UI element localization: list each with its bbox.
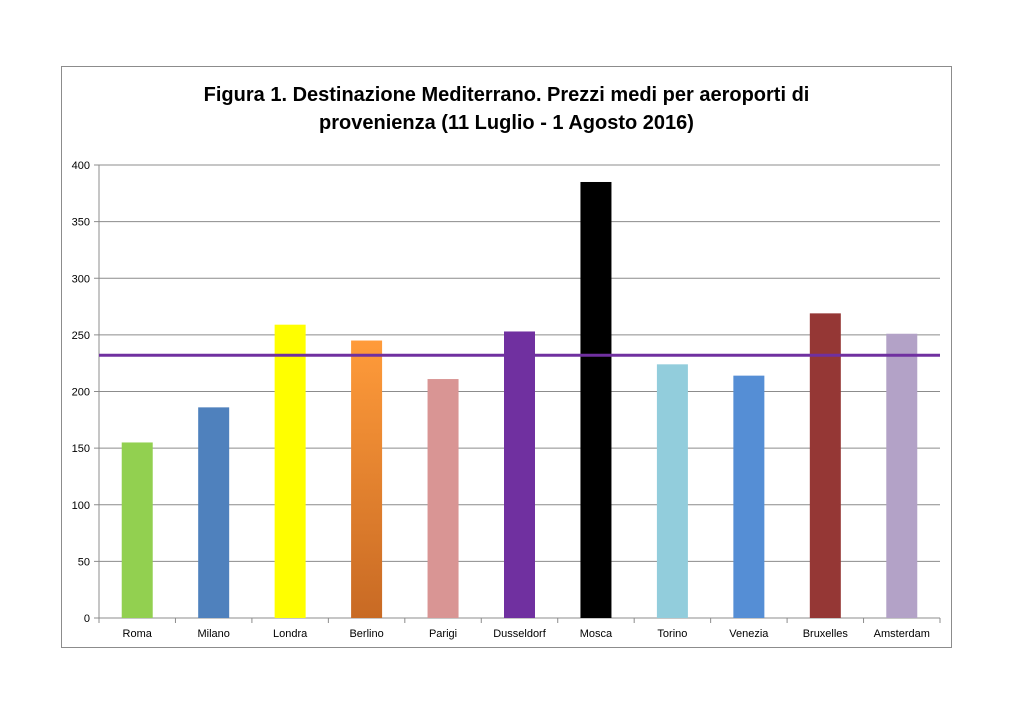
x-tick-label: Torino: [657, 628, 687, 640]
chart-title-line-1: Figura 1. Destinazione Mediterrano. Prez…: [203, 84, 810, 106]
y-tick-label: 200: [72, 387, 90, 399]
tick-labels: 0 50 100 150 200 250 300 350 400 Roma Milano Londra…: [72, 160, 930, 640]
gridlines: [99, 164, 940, 562]
x-tick-label: Venezia: [729, 628, 769, 640]
bar-chart: 0 50 100 150 200 250 300 350 400 Roma Milano Londra…: [72, 160, 941, 640]
x-tick-label: Mosca: [580, 628, 613, 640]
bar-londra: [274, 324, 306, 618]
y-tick-label: 50: [78, 556, 90, 568]
y-tick-label: 250: [72, 330, 90, 342]
bar-bruxelles: [809, 313, 841, 618]
x-tick-label: Berlino: [349, 628, 383, 640]
y-tick-label: 400: [72, 160, 90, 172]
x-tick-label: Dusseldorf: [493, 628, 547, 640]
bar-venezia: [733, 375, 765, 618]
y-tick-label: 150: [72, 443, 90, 455]
bar-milano: [198, 407, 230, 618]
y-tick-label: 300: [72, 273, 90, 285]
bar-berlino: [351, 340, 383, 618]
y-tick-label: 100: [72, 500, 90, 512]
chart-title-line-2: provenienza (11 Luglio - 1 Agosto 2016): [319, 112, 694, 134]
bars: [121, 181, 918, 619]
x-tick-label: Milano: [197, 628, 229, 640]
bar-amsterdam: [886, 333, 918, 618]
y-tick-label: 0: [84, 613, 90, 625]
x-tick-label: Amsterdam: [874, 628, 930, 640]
bar-mosca: [580, 181, 612, 619]
x-tick-label: Bruxelles: [803, 628, 849, 640]
bar-torino: [656, 364, 688, 618]
x-tick-label: Roma: [123, 628, 153, 640]
chart-frame: Figura 1. Destinazione Mediterrano. Prez…: [61, 66, 952, 648]
bar-dusseldorf: [504, 331, 535, 618]
bar-parigi: [427, 379, 459, 618]
x-tick-label: Parigi: [429, 628, 457, 640]
chart-title: Figura 1. Destinazione Mediterrano. Prez…: [62, 81, 951, 137]
y-tick-label: 350: [72, 217, 90, 229]
x-tick-label: Londra: [273, 628, 308, 640]
bar-roma: [121, 442, 153, 618]
